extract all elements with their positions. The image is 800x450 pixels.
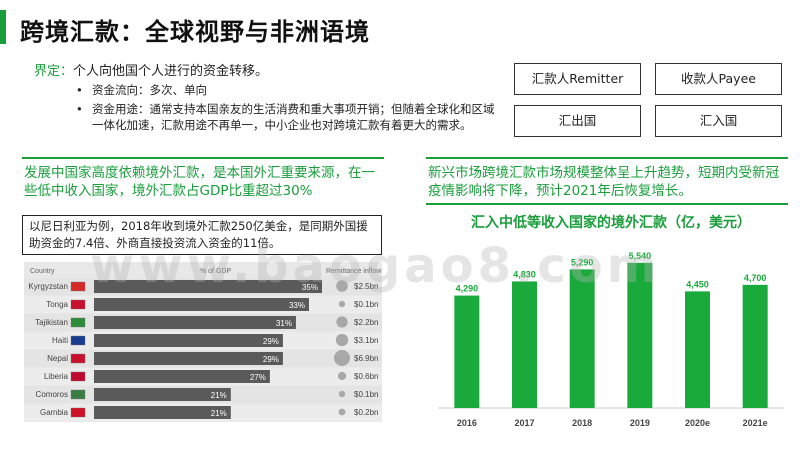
definition-text: 个人向他国个人进行的资金转移。 [73,64,269,79]
flag-icon [70,371,86,382]
bar-value-label: 4,450 [686,279,709,289]
right-highlight: 新兴市场跨境汇款市场规模整体呈上升趋势，短期内受新冠疫情影响将下降，预计2021… [428,165,779,199]
receiving-country-box: 汇入国 [655,105,782,137]
inflow-bubble [336,316,348,328]
bullet-item: 资金流向：多次、单向 [76,82,496,98]
nigeria-note: 以尼日利亚为例，2018年收到境外汇款250亿美金，是同期外国援助资金的7.4倍… [22,215,382,255]
sending-country-box: 汇出国 [514,105,641,137]
right-underline [426,203,788,205]
x-tick-label: 2018 [572,418,592,428]
country-label: Tonga [46,300,68,309]
bar-value-label: 4,830 [513,269,536,279]
x-tick-label: 2021e [743,418,768,428]
country-label: Gambia [40,408,69,417]
inflow-bubble [338,408,346,416]
page-title: 跨境汇款：全球视野与非洲语境 [20,18,370,46]
pct-label: 21% [211,391,227,400]
inflow-label: $2.2bn [354,318,378,327]
inflow-bubble [337,371,347,381]
remittance-parties: 汇款人Remitter 收款人Payee 汇出国 汇入国 [514,63,782,138]
right-divider [426,157,788,159]
flag-icon [70,389,86,400]
x-tick-label: 2019 [630,418,650,428]
chart-bar [569,269,595,408]
definition: 界定：个人向他国个人进行的资金转移。 [34,60,268,79]
bar-value-label: 4,700 [744,273,767,283]
chart-title: 汇入中低等收入国家的境外汇款（亿，美元） [471,215,751,231]
inflow-bubble [338,300,346,308]
pct-label: 29% [263,337,279,346]
inflow-label: $3.1bn [354,336,378,345]
flag-icon [70,317,86,328]
chart-bar [512,281,537,408]
inflow-label: $0.1bn [354,300,378,309]
country-label: Liberia [44,372,69,381]
title-accent-bar [0,10,6,44]
table-header-inflow: Remittance inflow [326,268,382,275]
x-tick-label: 2017 [514,418,534,428]
pct-label: 29% [263,355,279,364]
inflow-bubble [335,333,349,347]
chart-bar [627,262,653,408]
remittance-table-graphic: Country % of GDP Remittance inflow Kyrgyzst… [24,268,382,421]
inflow-bubble [336,280,348,292]
inflow-label: $2.5bn [354,282,378,291]
left-highlight: 发展中国家高度依赖境外汇款，是本国外汇重要来源，在一些低中收入国家，境外汇款占G… [24,165,375,199]
flag-icon [70,407,86,418]
inflow-bubble [334,350,350,366]
inflow-label: $0.1bn [354,390,378,399]
pct-bar [94,406,231,419]
chart-bar [454,295,480,408]
watermark: www.baogao8.com [90,238,661,294]
country-label: Comoros [36,390,68,399]
inflow-label: $6.9bn [354,354,378,363]
bar-value-label: 4,290 [456,284,479,294]
bar-value-label: 5,540 [629,251,652,261]
x-tick-label: 2020e [685,418,710,428]
chart-bar [742,284,768,408]
bullet-list: 资金流向：多次、单向 资金用途：通常支持本国亲友的生活消费和重大事项开销；但随着… [76,82,496,136]
country-label: Kyrgyzstan [28,282,68,291]
pct-label: 35% [302,283,318,292]
remittance-bar-chart: 4,290 2016 4,830 2017 5,290 2018 5,540 2019 4,45… [438,251,784,428]
bullet-item: 资金用途：通常支持本国亲友的生活消费和重大事项开销；但随着全球化和区域一体化加速… [76,101,496,133]
remitter-box: 汇款人Remitter [514,63,641,95]
pct-bar [94,388,231,401]
definition-label: 界定： [34,64,74,79]
bar-value-label: 5,290 [571,257,594,267]
pct-label: 31% [276,319,292,328]
flag-icon [70,281,86,292]
table-header-pct: % of GDP [200,268,231,275]
payee-box: 收款人Payee [655,63,782,95]
inflow-bubble [338,390,346,398]
pct-bar [94,316,296,329]
inflow-label: $0.2bn [354,408,378,417]
pct-bar [94,298,309,311]
pct-label: 27% [250,373,266,382]
flag-icon [70,353,86,364]
flag-icon [70,299,86,310]
table-header-country: Country [30,268,55,275]
remittance-table: Country % of GDP Remittance inflow Kyrgyzst… [24,262,382,422]
pct-bar [94,334,283,347]
left-divider [22,157,384,159]
chart-bar [685,291,710,408]
country-label: Nepal [47,354,68,363]
country-label: Haiti [52,336,68,345]
flag-icon [70,335,86,346]
pct-bar [94,370,270,383]
pct-label: 33% [289,301,305,310]
pct-label: 21% [211,409,227,418]
pct-bar [94,280,322,293]
x-tick-label: 2016 [457,418,477,428]
inflow-label: $0.6bn [354,372,378,381]
pct-bar [94,352,283,365]
country-label: Tajikistan [35,318,68,327]
